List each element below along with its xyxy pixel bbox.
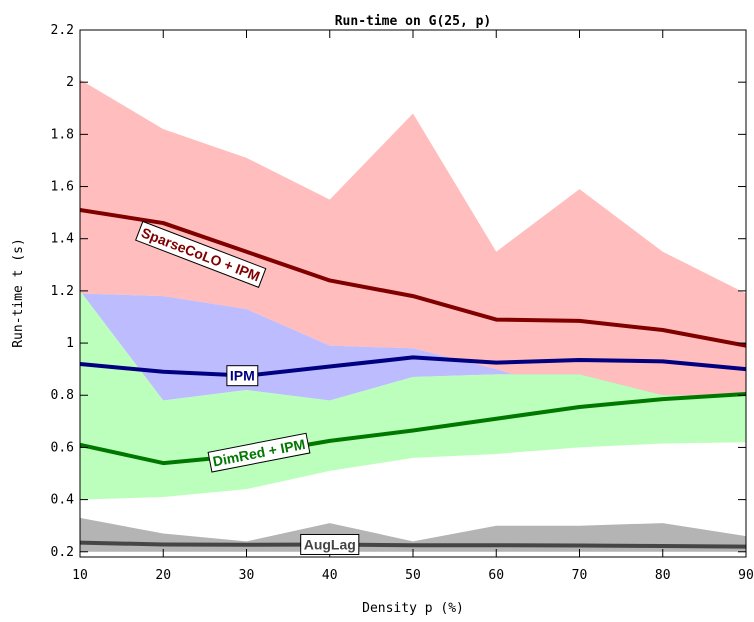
auglag-label-box [300, 533, 360, 555]
dimred-ipm-line [80, 391, 746, 466]
auglag-label-text: AugLag [304, 536, 356, 552]
chart-title: Run-time on G(25, p) [335, 14, 492, 29]
ipm-label: IPM [226, 365, 259, 387]
y-tick-label: 1.6 [51, 180, 74, 195]
y-tick-label: 0.4 [51, 493, 75, 508]
y-tick-label: 1.2 [51, 284, 74, 299]
ipm-line [80, 355, 746, 378]
x-tick-label: 80 [655, 568, 671, 583]
series-lines [80, 208, 746, 549]
auglag-label: AugLag [300, 533, 360, 555]
ipm-label-box [226, 365, 259, 387]
x-tick-label: 30 [239, 568, 255, 583]
x-tick-label: 60 [488, 568, 504, 583]
x-axis-label: Density p (%) [362, 601, 464, 616]
y-tick-label: 0.2 [51, 545, 74, 560]
sparsecolo-ipm-line [80, 208, 746, 348]
x-axis-ticks: 10 20 30 40 50 60 70 80 90 [72, 30, 754, 583]
y-axis-ticks: 0.2 0.4 0.6 0.8 1 1.2 1.4 1.6 1.8 2 2.2 [51, 23, 746, 560]
y-tick-label: 0.6 [51, 440, 74, 455]
y-tick-label: 1 [66, 336, 74, 351]
ipm-label-text: IPM [230, 368, 255, 384]
y-axis-label: Run-time t (s) [11, 238, 26, 348]
x-tick-label: 90 [738, 568, 754, 583]
y-tick-label: 1.8 [51, 127, 74, 142]
auglag-line [80, 540, 746, 549]
dimred-ipm-label-box [207, 432, 311, 473]
sparsecolo-ipm-label-box [135, 220, 267, 288]
y-tick-label: 1.4 [51, 232, 75, 247]
x-tick-label: 20 [155, 568, 171, 583]
x-tick-label: 50 [405, 568, 421, 583]
y-tick-label: 0.8 [51, 388, 74, 403]
x-tick-label: 10 [72, 568, 88, 583]
y-tick-label: 2 [66, 75, 74, 90]
x-tick-label: 70 [572, 568, 588, 583]
x-tick-label: 40 [322, 568, 338, 583]
y-tick-label: 2.2 [51, 23, 74, 38]
